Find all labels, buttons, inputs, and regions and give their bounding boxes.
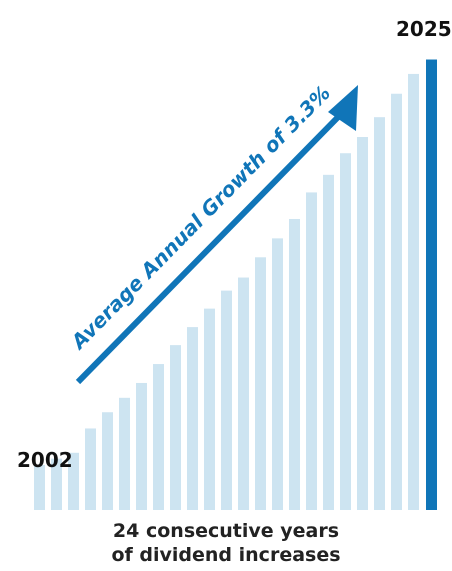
bar-2005 bbox=[85, 428, 96, 510]
start-year-label: 2002 bbox=[17, 448, 73, 472]
bar-2015 bbox=[255, 257, 266, 510]
arrow-shaft bbox=[75, 108, 347, 385]
bar-2009 bbox=[153, 364, 164, 510]
bar-2021 bbox=[357, 136, 368, 511]
bar-2019 bbox=[323, 174, 334, 510]
bar-2020 bbox=[340, 153, 351, 511]
bar-2002 bbox=[34, 464, 45, 510]
bar-2010 bbox=[170, 345, 181, 510]
bar-2003 bbox=[51, 458, 62, 510]
bar-2008 bbox=[136, 382, 147, 510]
bar-2011 bbox=[187, 327, 198, 510]
bar-2006 bbox=[102, 412, 113, 510]
end-year-label: 2025 bbox=[396, 17, 452, 41]
bar-2017 bbox=[289, 218, 300, 511]
bar-2004 bbox=[68, 452, 79, 510]
bar-2022 bbox=[374, 117, 385, 510]
bar-2014 bbox=[238, 277, 249, 510]
arrow-head bbox=[328, 85, 358, 131]
bar-2024 bbox=[408, 73, 419, 510]
bar-2016 bbox=[272, 238, 283, 510]
bar-2012 bbox=[204, 308, 215, 510]
bar-2023 bbox=[391, 93, 402, 510]
bar-highlight-2025 bbox=[426, 59, 437, 511]
growth-arrow bbox=[75, 85, 358, 385]
bar-2018 bbox=[306, 192, 317, 510]
bar-2007 bbox=[119, 397, 130, 510]
caption-line-2: of dividend increases bbox=[111, 544, 341, 566]
bars-group bbox=[34, 59, 437, 511]
bar-2013 bbox=[221, 290, 232, 510]
caption-line-1: 24 consecutive years bbox=[112, 520, 340, 542]
